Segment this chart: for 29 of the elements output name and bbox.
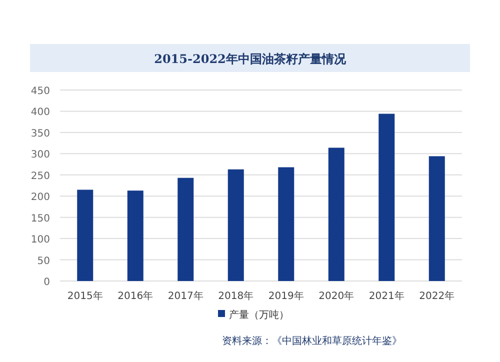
y-tick-label: 150 — [30, 213, 50, 224]
y-tick-label: 400 — [30, 107, 50, 118]
x-tick-label: 2020年 — [318, 290, 354, 302]
bar — [77, 190, 94, 281]
y-tick-label: 100 — [30, 234, 50, 246]
bar — [378, 114, 395, 281]
x-tick-label: 2022年 — [419, 290, 455, 302]
bar — [328, 148, 344, 281]
x-tick-label: 2018年 — [218, 290, 254, 302]
chart-title: 2015-2022年中国油茶籽产量情况 — [154, 52, 347, 66]
y-tick-label: 250 — [30, 170, 50, 182]
text: 资料来源：《中国林业和草原统计年鉴》 — [222, 335, 402, 347]
legend-label: 产量（万吨） — [229, 309, 289, 321]
x-tick-label: 2016年 — [118, 290, 154, 302]
y-tick-label: 200 — [30, 192, 50, 204]
x-tick-label: 2019年 — [268, 290, 304, 302]
bar — [428, 156, 445, 281]
bar — [178, 178, 194, 281]
bar — [127, 190, 144, 281]
y-tick-label: 50 — [37, 256, 50, 267]
x-tick-label: 2017年 — [168, 290, 204, 302]
y-tick-label: 300 — [30, 150, 50, 161]
x-tick-label: 2021年 — [368, 290, 404, 302]
x-tick-label: 2015年 — [67, 290, 103, 302]
y-tick-label: 450 — [30, 86, 50, 97]
bar — [228, 169, 244, 281]
y-tick-label: 0 — [44, 277, 50, 288]
y-tick-label: 350 — [30, 128, 50, 140]
bar — [278, 167, 294, 281]
